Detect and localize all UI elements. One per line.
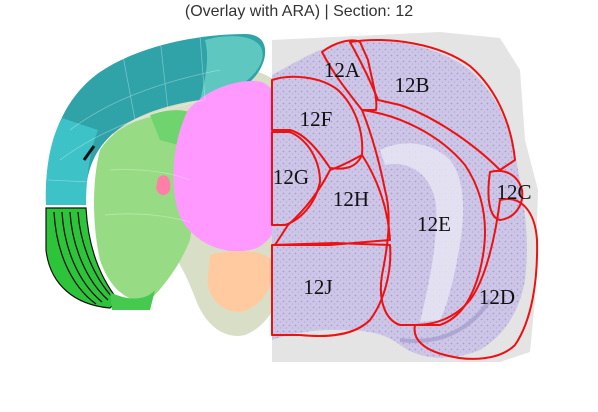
region-label: 12C [496,180,531,204]
region-label: 12B [394,73,429,97]
region-label: 12J [303,275,332,299]
atlas-green-lower [110,290,155,310]
region-label: 12E [417,212,451,236]
atlas-cortex-lower [45,118,98,205]
atlas-black-marker [82,145,96,161]
region-label: 12D [479,285,515,309]
outline-12H [274,154,391,246]
nissl-tissue [272,32,538,362]
region-label: 12A [324,58,361,82]
region-label: 12G [273,165,309,189]
atlas-cortex-light [200,36,263,100]
atlas-pink-accent [156,175,171,196]
atlas-peach-region [207,251,272,312]
atlas-pink-region [173,80,272,252]
outline-12B [349,39,516,171]
region-labels: 12A 12B 12C 12D 12E 12F 12G 12H 12J [273,58,532,309]
outline-12C [487,170,524,221]
region-outlines [271,39,539,360]
region-label: 12H [333,187,369,211]
outline-12D [413,198,539,360]
outline-12E [361,109,486,326]
tissue-white-matter [380,143,464,322]
region-label: 12F [300,107,333,131]
figure-title: (Overlay with ARA) | Section: 12 [184,3,414,20]
atlas-green-region [94,115,196,301]
atlas-overlay [45,34,272,336]
outline-12J [271,242,392,338]
tissue-stained [272,41,527,358]
